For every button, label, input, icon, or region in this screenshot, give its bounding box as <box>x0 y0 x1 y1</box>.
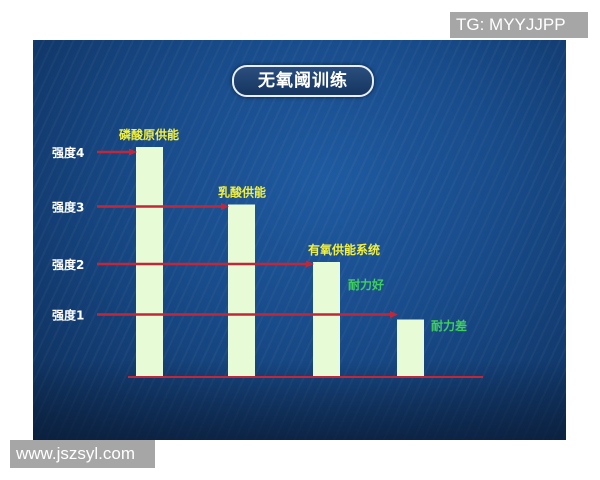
arrow-head-icon <box>221 203 229 210</box>
bar <box>397 319 424 377</box>
slide-title: 无氧阈训练 <box>232 65 374 97</box>
arrow-head-icon <box>390 311 398 318</box>
category-label: 有氧供能系统 <box>308 242 380 257</box>
slide-background <box>33 40 566 440</box>
arrow-head-icon <box>306 260 314 268</box>
category-label: 磷酸原供能 <box>119 127 179 142</box>
y-tick-label: 强度1 <box>52 308 84 323</box>
bar <box>228 204 255 377</box>
bar <box>136 147 163 377</box>
y-tick-label: 强度2 <box>52 257 84 272</box>
bar <box>313 262 340 377</box>
annotation-label: 耐力差 <box>431 318 467 333</box>
watermark-url: www.jszsyl.com <box>10 440 155 468</box>
y-tick-label: 强度3 <box>52 200 84 215</box>
y-tick-label: 强度4 <box>52 145 84 160</box>
watermark-tg: TG: MYYJJPP <box>450 12 588 38</box>
arrow-head-icon <box>129 148 137 156</box>
annotation-label: 耐力好 <box>348 277 384 292</box>
category-label: 乳酸供能 <box>218 185 266 200</box>
